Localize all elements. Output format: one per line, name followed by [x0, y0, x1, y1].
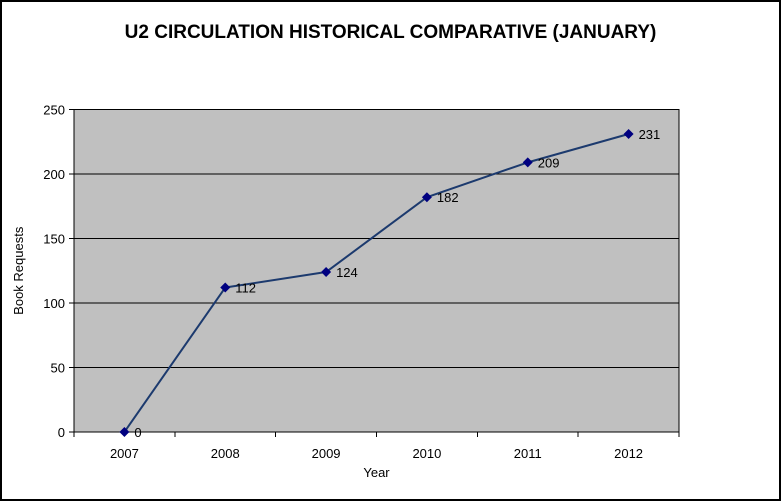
data-point-2007	[119, 427, 130, 437]
y-tick-label-100: 100	[43, 296, 65, 311]
y-tick-label-200: 200	[43, 167, 65, 182]
y-tick-label-250: 250	[43, 103, 65, 118]
x-tick-label-2007: 2007	[110, 446, 139, 461]
data-point-2012	[623, 129, 634, 140]
x-tick-label-2011: 2011	[514, 446, 542, 461]
plot-area	[73, 109, 680, 433]
data-point-2008	[220, 282, 231, 293]
data-label-2010: 182	[437, 190, 459, 205]
chart-title: U2 CIRCULATION HISTORICAL COMPARATIVE (J…	[124, 22, 657, 43]
data-label-2012: 231	[639, 127, 661, 142]
x-tick-label-2010: 2010	[412, 446, 441, 461]
x-tick-label-2012: 2012	[614, 446, 643, 461]
data-point-2011	[522, 157, 533, 168]
y-tick-label-150: 150	[43, 232, 65, 247]
data-label-2011: 209	[538, 155, 560, 170]
data-label-2007: 0	[134, 425, 141, 440]
data-label-2009: 124	[336, 265, 358, 280]
series-line	[123, 133, 629, 433]
x-tick-label-2009: 2009	[312, 446, 341, 461]
x-tick-label-2008: 2008	[211, 446, 240, 461]
y-tick-label-0: 0	[58, 425, 65, 440]
y-tick-label-50: 50	[51, 361, 65, 376]
data-point-2009	[321, 267, 332, 278]
x-axis-title: Year	[363, 465, 390, 480]
data-label-2008: 112	[235, 281, 256, 296]
y-axis-title: Book Requests	[11, 226, 26, 315]
data-point-2010	[421, 192, 432, 203]
